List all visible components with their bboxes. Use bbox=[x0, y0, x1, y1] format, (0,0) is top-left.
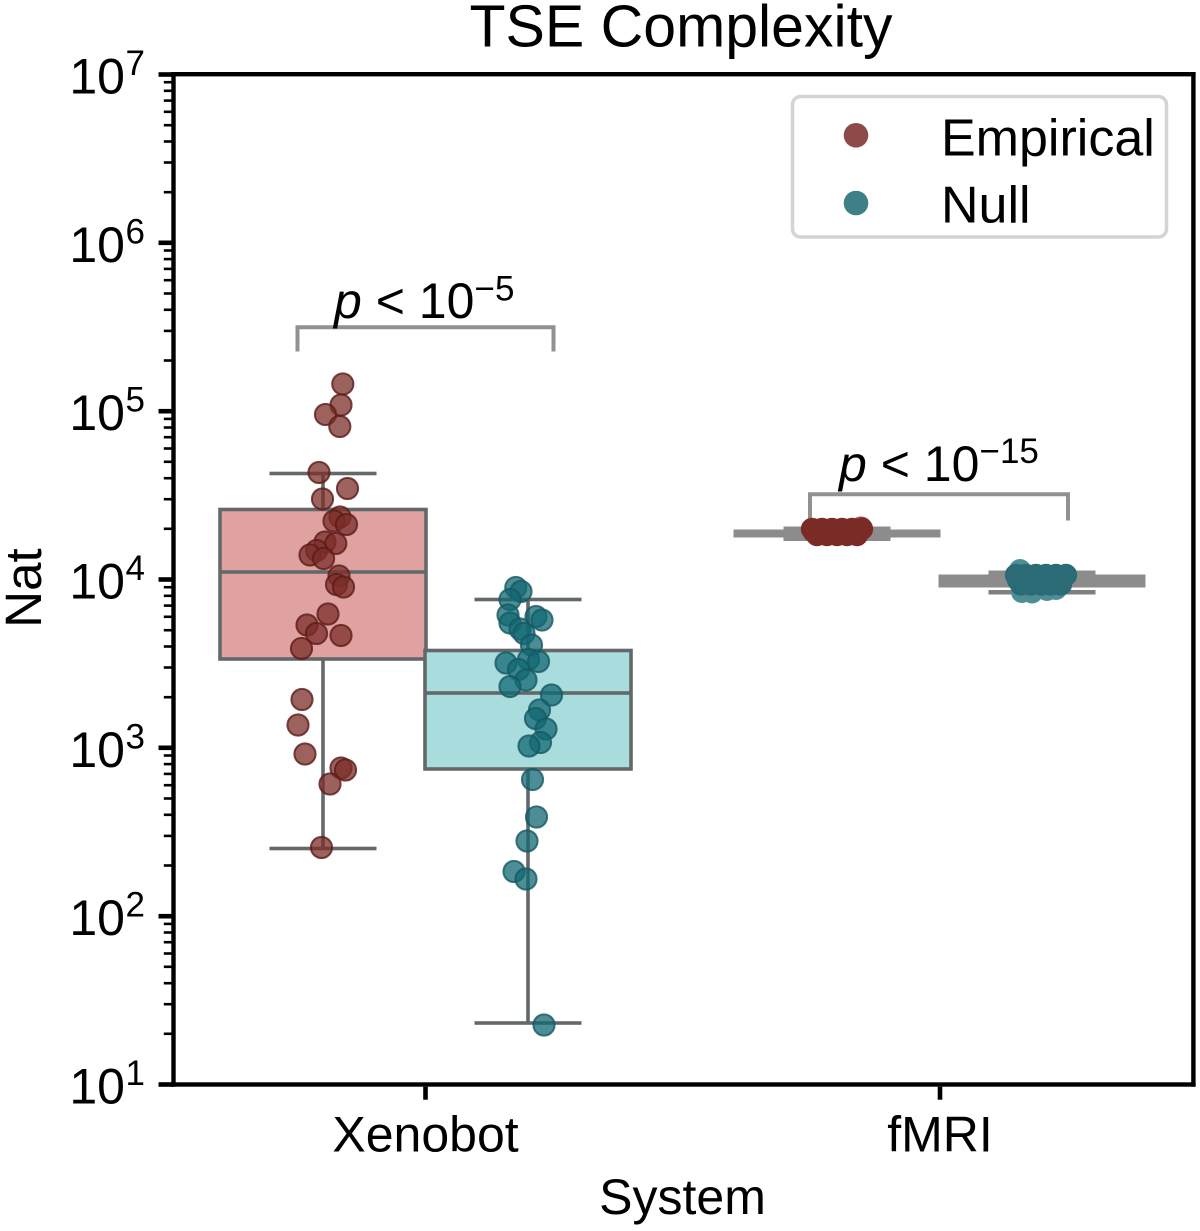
svg-text:p < 10: p < 10 bbox=[837, 436, 979, 492]
svg-text:10: 10 bbox=[69, 385, 125, 441]
svg-text:10: 10 bbox=[69, 722, 125, 778]
svg-text:System: System bbox=[599, 1169, 766, 1225]
svg-text:10: 10 bbox=[69, 217, 125, 273]
svg-text:Empirical: Empirical bbox=[941, 110, 1155, 168]
svg-text:p < 10: p < 10 bbox=[332, 273, 474, 329]
svg-text:10: 10 bbox=[69, 1059, 125, 1115]
svg-text:TSE Complexity: TSE Complexity bbox=[470, 0, 893, 60]
svg-text:4: 4 bbox=[126, 549, 145, 588]
svg-text:1: 1 bbox=[126, 1054, 145, 1093]
svg-text:Xenobot: Xenobot bbox=[332, 1107, 518, 1163]
svg-text:Null: Null bbox=[941, 177, 1031, 235]
svg-text:10: 10 bbox=[69, 554, 125, 610]
svg-text:Nat: Nat bbox=[0, 548, 52, 627]
svg-text:3: 3 bbox=[126, 717, 145, 756]
svg-text:10: 10 bbox=[69, 49, 125, 105]
svg-text:10: 10 bbox=[69, 890, 125, 946]
svg-text:2: 2 bbox=[126, 886, 145, 925]
svg-text:−15: −15 bbox=[980, 432, 1039, 471]
svg-text:5: 5 bbox=[126, 381, 145, 420]
svg-text:fMRI: fMRI bbox=[887, 1107, 993, 1163]
svg-text:6: 6 bbox=[126, 212, 145, 251]
svg-text:7: 7 bbox=[126, 44, 145, 83]
svg-text:−5: −5 bbox=[475, 270, 515, 309]
